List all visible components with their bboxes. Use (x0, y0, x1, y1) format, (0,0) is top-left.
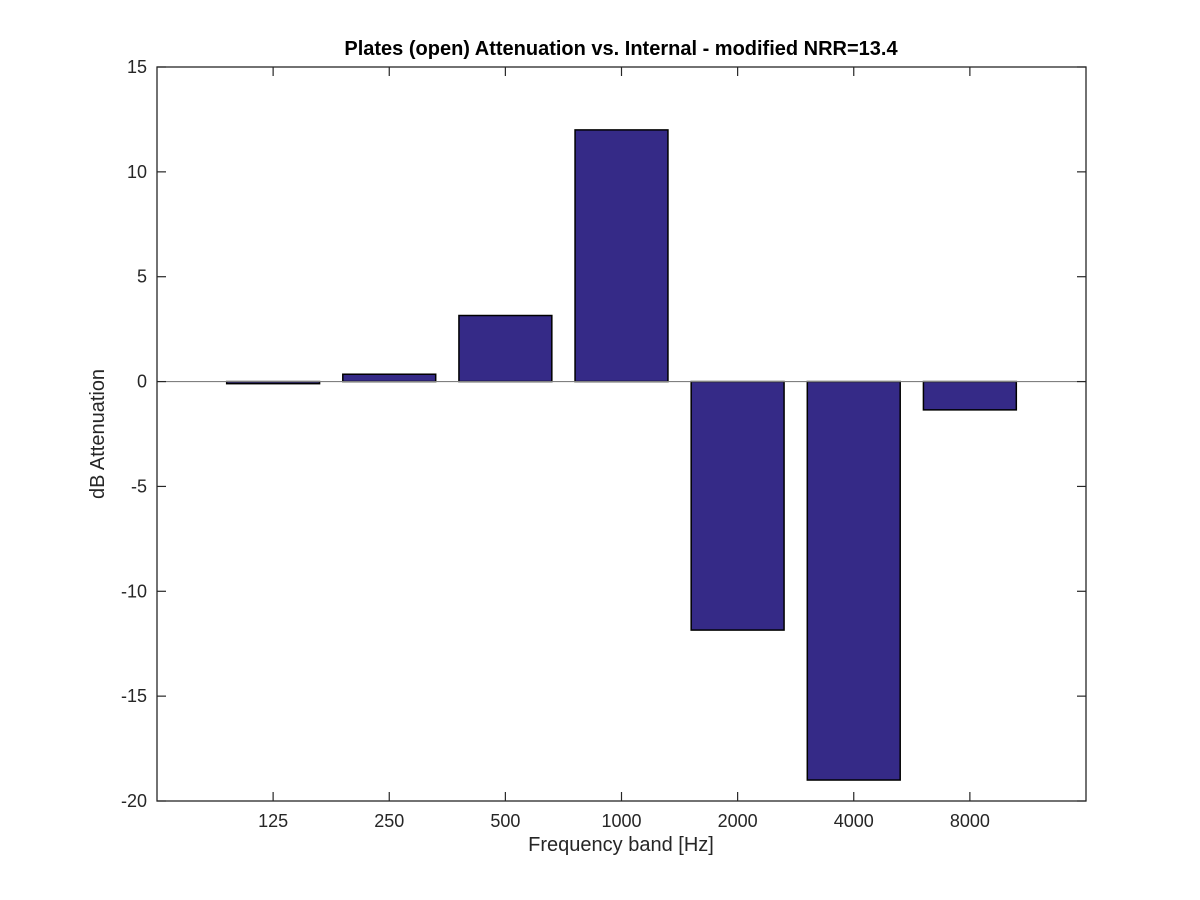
x-tick-label-2000: 2000 (718, 811, 758, 831)
y-tick-label-0: 0 (137, 372, 147, 392)
bar-4000 (806, 380, 901, 781)
ticks-layer: 125 250 500 1000 2000 4000 8000 15 10 5 0 -5 -10 -15 -… (121, 57, 1086, 831)
plot-frame (156, 66, 1087, 802)
bar-1000 (574, 129, 669, 383)
x-tick-label-500: 500 (490, 811, 520, 831)
y-tick-label--20: -20 (121, 791, 147, 811)
y-tick-label--10: -10 (121, 581, 147, 601)
x-tick-label-250: 250 (374, 811, 404, 831)
bars-layer (225, 129, 1018, 781)
x-tick-label-4000: 4000 (834, 811, 874, 831)
bar-8000 (922, 380, 1018, 411)
y-tick-label-15: 15 (127, 57, 147, 77)
x-tick-label-8000: 8000 (950, 811, 990, 831)
y-axis-label: dB Attenuation (87, 369, 109, 499)
x-tick-label-125: 125 (258, 811, 288, 831)
y-tick-label-10: 10 (127, 162, 147, 182)
chart-title: Plates (open) Attenuation vs. Internal -… (344, 38, 898, 60)
x-tick-label-1000: 1000 (601, 811, 641, 831)
y-tick-label-5: 5 (137, 267, 147, 287)
bar-2000 (690, 380, 785, 631)
y-tick-label--5: -5 (131, 476, 147, 496)
y-tick-label--15: -15 (121, 686, 147, 706)
x-axis-label: Frequency band [Hz] (528, 834, 714, 856)
bar-500 (458, 314, 553, 383)
bar-250 (342, 373, 437, 383)
